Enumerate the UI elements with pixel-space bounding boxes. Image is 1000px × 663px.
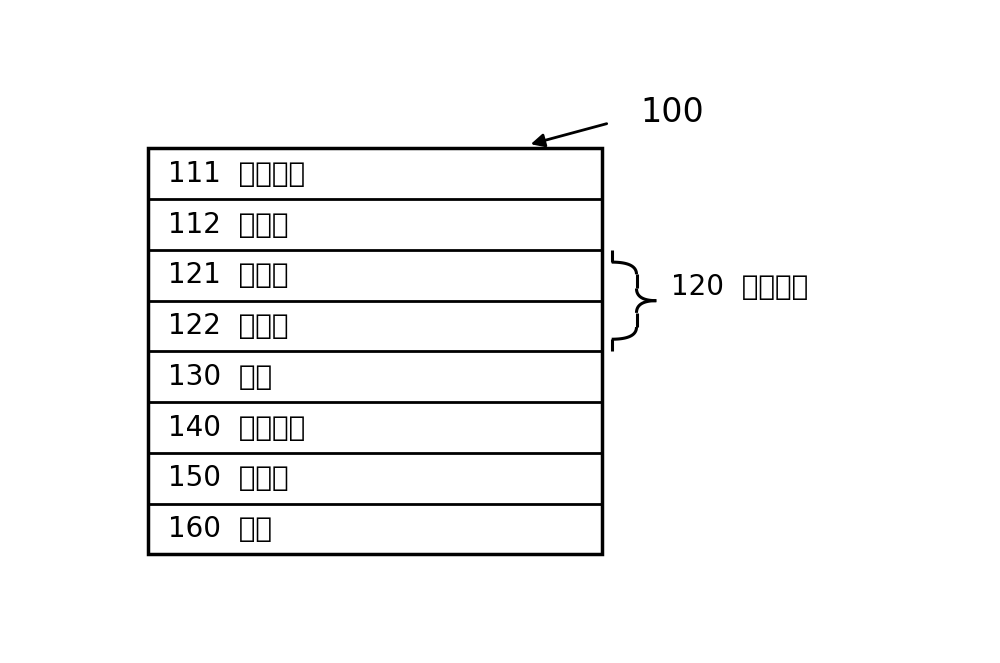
Text: 130  沟道: 130 沟道 bbox=[168, 363, 272, 391]
Text: 111  顶部势垒: 111 顶部势垒 bbox=[168, 160, 305, 188]
Text: 140  底部势垒: 140 底部势垒 bbox=[168, 414, 305, 442]
Text: 120  沟道势垒: 120 沟道势垒 bbox=[671, 273, 809, 302]
Text: 112  掺杂层: 112 掺杂层 bbox=[168, 211, 288, 239]
Text: 160  衬底: 160 衬底 bbox=[168, 515, 272, 543]
Bar bbox=[148, 149, 602, 554]
Text: 121  间隔层: 121 间隔层 bbox=[168, 261, 288, 289]
Text: 150  缓冲层: 150 缓冲层 bbox=[168, 464, 288, 492]
Text: 122  超薄层: 122 超薄层 bbox=[168, 312, 288, 340]
Text: 100: 100 bbox=[640, 96, 704, 129]
